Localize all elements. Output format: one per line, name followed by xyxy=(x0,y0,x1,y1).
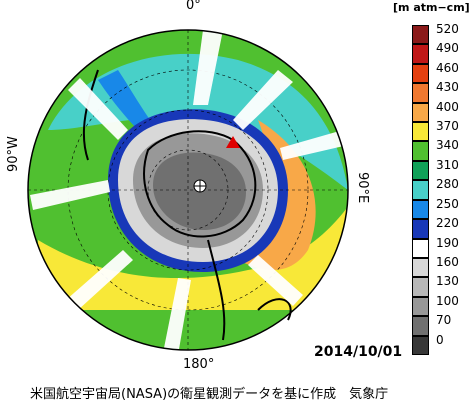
colorbar-tick-label: 160 xyxy=(436,254,459,269)
colorbar-segment xyxy=(412,141,429,161)
colorbar-segment xyxy=(412,277,429,297)
colorbar-tick-label: 460 xyxy=(436,60,459,75)
colorbar-segment xyxy=(412,180,429,200)
colorbar-segment xyxy=(412,199,429,220)
data-credit: 米国航空宇宙局(NASA)の衛星観測データを基に作成 気象庁 xyxy=(30,387,389,402)
station-marker-triangle xyxy=(226,136,240,148)
colorbar-segment xyxy=(412,335,429,355)
colorbar-tick-label: 220 xyxy=(436,216,459,231)
colorbar-segment xyxy=(412,160,429,181)
colorbar-tick-label: 100 xyxy=(436,293,459,308)
colorbar-segment xyxy=(412,25,429,45)
colorbar-segment xyxy=(412,219,429,239)
colorbar-segment xyxy=(412,102,429,123)
longitude-label-top: 0° xyxy=(186,0,201,13)
colorbar-tick-label: 430 xyxy=(436,80,459,95)
observation-date: 2014/10/01 xyxy=(314,344,403,360)
coastline xyxy=(82,69,292,341)
colorbar-segment xyxy=(412,296,429,317)
colorbar-segment xyxy=(412,257,429,278)
colorbar-segment xyxy=(412,316,429,336)
longitude-label-right: 90°E xyxy=(355,172,370,204)
colorbar-tick-label: 370 xyxy=(436,119,459,134)
longitude-label-bottom: 180° xyxy=(183,357,215,372)
colorbar-segment xyxy=(412,238,429,258)
colorbar-tick-label: 340 xyxy=(436,138,459,153)
colorbar-segment xyxy=(412,122,429,142)
colorbar-tick-label: 400 xyxy=(436,99,459,114)
missing-data-swaths xyxy=(30,30,348,350)
colorbar-segment xyxy=(412,83,429,103)
colorbar-tick-label: 130 xyxy=(436,274,459,289)
colorbar-segment xyxy=(412,63,429,84)
colorbar-tick-label: 310 xyxy=(436,157,459,172)
colorbar-tick-label: 190 xyxy=(436,235,459,250)
colorbar-tick-label: 70 xyxy=(436,313,452,328)
colorbar-tick-label: 280 xyxy=(436,177,459,192)
longitude-label-left: 90°W xyxy=(6,136,21,172)
colorbar-segment xyxy=(412,44,429,64)
colorbar-tick-label: 520 xyxy=(436,22,459,36)
colorbar-tick-label: 0 xyxy=(436,332,444,347)
colorbar-tick-label: 490 xyxy=(436,41,459,56)
colorbar-tick-label: 250 xyxy=(436,196,459,211)
colorbar-unit: [m atm−cm] xyxy=(393,1,470,14)
ozone-polar-map xyxy=(27,29,349,351)
colorbar xyxy=(412,25,429,355)
map-boundary xyxy=(27,29,349,351)
